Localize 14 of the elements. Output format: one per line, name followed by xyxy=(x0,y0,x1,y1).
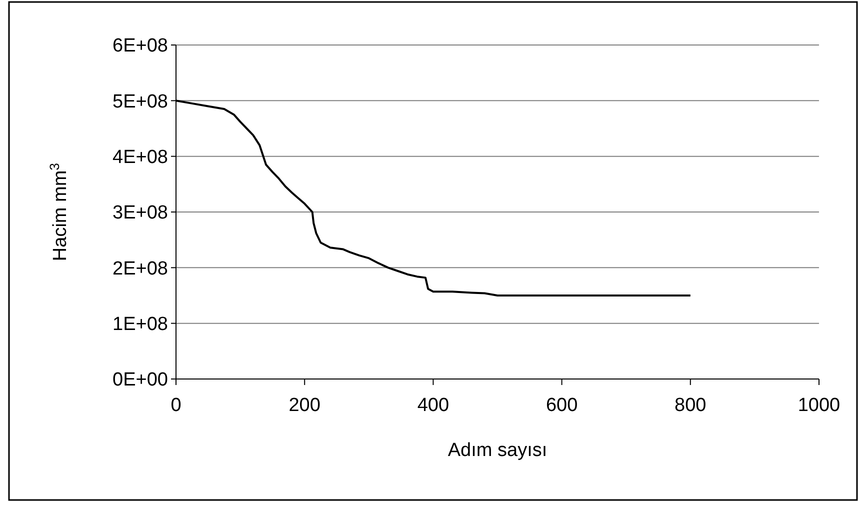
x-tick-label: 800 xyxy=(674,395,706,416)
y-tick-label: 5E+08 xyxy=(112,91,168,112)
y-tick-label: 1E+08 xyxy=(112,314,168,335)
x-tick-label: 200 xyxy=(288,395,320,416)
x-tick-label: 0 xyxy=(170,395,182,416)
y-tick-label: 3E+08 xyxy=(112,202,168,224)
y-tick-label: 6E+08 xyxy=(112,36,168,57)
x-tick-label: 400 xyxy=(417,395,450,416)
x-tick-label: 600 xyxy=(546,395,578,416)
y-tick-label: 0E+00 xyxy=(112,370,168,391)
y-tick-label: 2E+08 xyxy=(112,258,168,280)
x-tick-label: 1000 xyxy=(798,395,840,416)
x-axis-title: Adım sayısı xyxy=(448,440,548,461)
y-tick-label: 4E+08 xyxy=(112,146,168,168)
